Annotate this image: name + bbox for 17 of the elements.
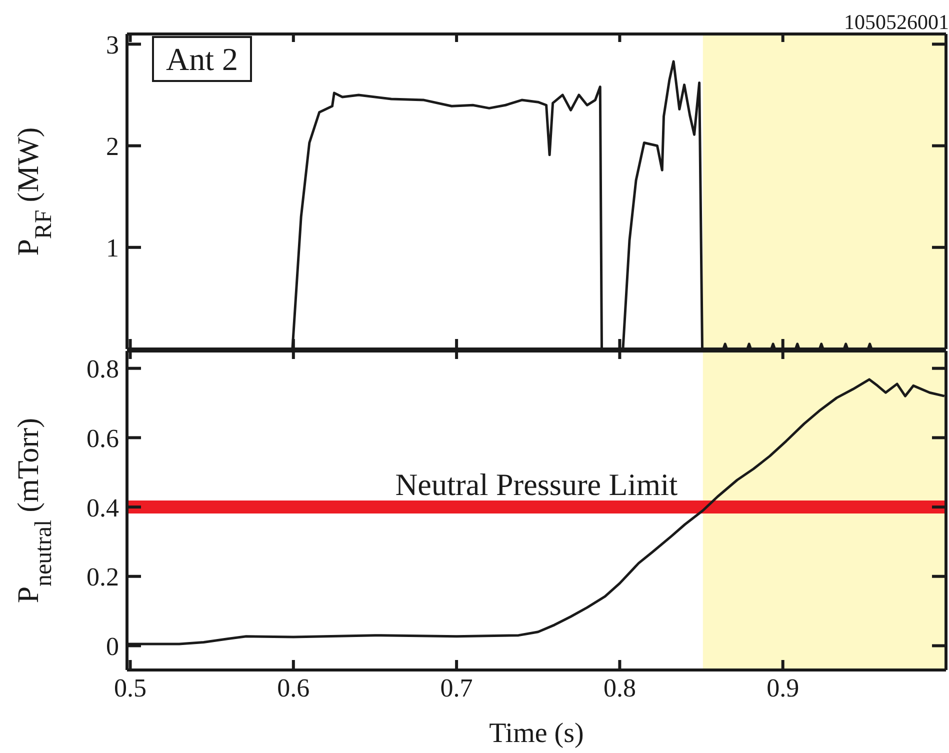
y-tick-label: 2: [106, 132, 119, 162]
x-tick-label: 0.8: [603, 673, 636, 702]
x-tick-label: 0.9: [766, 673, 800, 702]
ref-line-label: Neutral Pressure Limit: [395, 467, 678, 502]
y-tick-label: 3: [106, 30, 119, 60]
annotation: Ant 2: [152, 36, 252, 82]
x-axis-title: Time (s): [489, 718, 584, 749]
y-tick-label: 1: [106, 234, 119, 263]
y-tick-label: 0: [106, 632, 119, 661]
annotation: 1050526001: [844, 10, 949, 35]
y-tick-label: 0.8: [86, 354, 119, 384]
x-tick-label: 0.7: [440, 673, 473, 702]
y-tick-label: 0.6: [86, 424, 119, 453]
x-tick-label: 0.6: [277, 673, 310, 702]
y-tick-label: 0.2: [86, 562, 119, 592]
y-tick-label: 0.4: [86, 493, 119, 522]
x-tick-label: 0.5: [114, 673, 147, 702]
